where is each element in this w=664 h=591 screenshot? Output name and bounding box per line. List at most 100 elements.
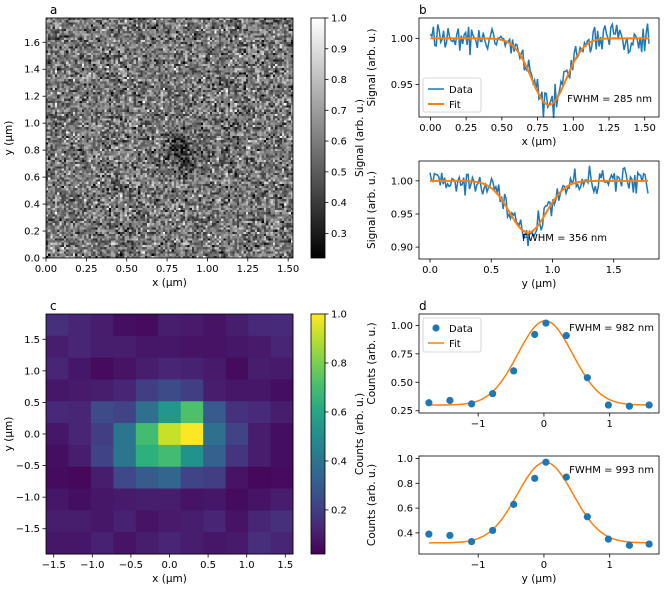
heatmap-cell (225, 335, 249, 359)
heatmap-cell (158, 401, 182, 424)
heatmap-cell (68, 466, 92, 490)
heatmap-cell (203, 379, 227, 402)
heatmap-cell (270, 444, 294, 468)
colorbar-tick-label: 1.0 (331, 310, 347, 321)
y-tick-label: 1.4 (24, 65, 40, 76)
y-tick-label: 0.8 (397, 479, 413, 490)
legend-fit-label: Fit (449, 339, 461, 350)
heatmap-cell (90, 314, 114, 337)
heatmap-cell (90, 423, 114, 446)
y-tick-label: 0.2 (24, 227, 40, 238)
heatmap-cell (225, 314, 249, 337)
data-point (510, 367, 518, 375)
heatmap-cell (158, 314, 182, 337)
heatmap-cell (158, 444, 182, 468)
heatmap-cell (135, 357, 159, 380)
heatmap-cell (113, 314, 137, 337)
y-tick-label: 0.0 (24, 430, 40, 441)
heatmap-cell (248, 444, 272, 468)
heatmap-cell (203, 357, 227, 380)
heatmap-cell (203, 466, 227, 490)
heatmap-cell (68, 357, 92, 380)
fit-line (428, 320, 650, 406)
heatmap-cell (135, 335, 159, 359)
axes-frame (418, 17, 660, 118)
heatmap-cell (46, 532, 69, 555)
x-tick-label: 1.50 (634, 123, 656, 134)
heatmap-cell (46, 335, 69, 359)
panel-c: −1.5 −1.0 −0.5 0.0 0.5 1.0 1.5 −1.5 −1.0 −0.5 0.0 0… (3, 313, 294, 585)
x-axis-label: y (μm) (522, 278, 557, 290)
x-tick-label: 1 (606, 419, 612, 430)
data-point (604, 535, 612, 543)
x-tick-label: 1.5 (277, 560, 293, 571)
panel-b-top: 0.00 0.25 0.50 0.75 1.00 1.25 1.50 0.95 1.00 x (μ… (366, 17, 660, 148)
x-tick-label: 0.25 (75, 264, 97, 275)
heatmap-cell (68, 401, 92, 424)
y-tick-label: 0.6 (397, 504, 413, 515)
fit-line (430, 37, 649, 106)
data-point (510, 500, 518, 508)
heatmap-cell (113, 401, 137, 424)
heatmap-cell (46, 379, 69, 402)
y-tick-label: 1.0 (24, 119, 40, 130)
y-tick-label: 0.8 (24, 146, 40, 157)
data-point (542, 319, 550, 327)
panel-label-c: c (50, 299, 57, 313)
x-tick-label: 0.5 (483, 265, 499, 276)
x-tick-label: 0.5 (200, 560, 216, 571)
heatmap-cell (46, 357, 69, 380)
heatmap-cell (225, 466, 249, 490)
y-tick-label: 0.50 (391, 378, 413, 389)
heatmap-cell (46, 444, 69, 468)
heatmap-cell (270, 423, 294, 446)
colorbar-tick-label: 0.7 (331, 106, 347, 117)
y-tick-label: 0.5 (24, 398, 40, 409)
panel-d-top: −1 0 1 0.25 0.50 0.75 1.00 Counts (arb. u.) Data… (366, 313, 660, 430)
data-point (531, 474, 539, 482)
heatmap-cell (158, 510, 182, 533)
heatmap-cell (68, 314, 92, 337)
signal-map-image (46, 18, 293, 258)
y-tick-label: 1.00 (391, 321, 413, 332)
heatmap-cell (203, 335, 227, 359)
x-tick-label: 0.00 (419, 123, 441, 134)
heatmap-cell (113, 379, 137, 402)
colorbar-tick-label: 0.8 (331, 358, 347, 369)
x-tick-label: 1.50 (277, 264, 299, 275)
y-axis-label: Counts (arb. u.) (366, 322, 378, 404)
heatmap-cell (180, 510, 204, 533)
data-point (425, 399, 433, 407)
data-point (425, 530, 433, 538)
heatmap-cell (113, 357, 137, 380)
colorbar-tick-label: 0.6 (331, 407, 347, 418)
heatmap-cell (68, 488, 92, 511)
y-tick-label: 1.00 (391, 176, 413, 187)
legend-data-label: Data (449, 324, 473, 335)
legend-fit-label: Fit (449, 100, 461, 111)
data-point (489, 526, 497, 535)
x-tick-label: 0.75 (526, 123, 548, 134)
heatmap-cell (248, 314, 272, 337)
x-tick-label: −0.5 (119, 560, 143, 571)
x-tick-label: −1 (471, 419, 486, 430)
heatmap-cell (113, 532, 137, 555)
colorbar-tick-label: 0.4 (331, 456, 347, 467)
heatmap-cell (248, 379, 272, 402)
heatmap-cell (158, 466, 182, 490)
y-tick-label: −1.0 (16, 493, 40, 504)
colorbar-a: 0.3 0.4 0.5 0.6 0.7 0.8 0.9 1.0 Signal (arb. u.) (310, 14, 366, 259)
heatmap-cell (203, 510, 227, 533)
heatmap-cell (113, 466, 137, 490)
heatmap-cell (270, 532, 294, 555)
heatmap-cell (225, 379, 249, 402)
data-point (489, 390, 497, 398)
heatmap-cell (113, 444, 137, 468)
data-series-line (429, 165, 649, 247)
heatmap-cell (46, 466, 69, 490)
legend: Data Fit (422, 317, 482, 353)
x-axis-label: x (μm) (152, 573, 187, 585)
heatmap-cell (68, 335, 92, 359)
x-axis-label: x (μm) (152, 277, 187, 289)
panel-label-d: d (419, 299, 427, 313)
